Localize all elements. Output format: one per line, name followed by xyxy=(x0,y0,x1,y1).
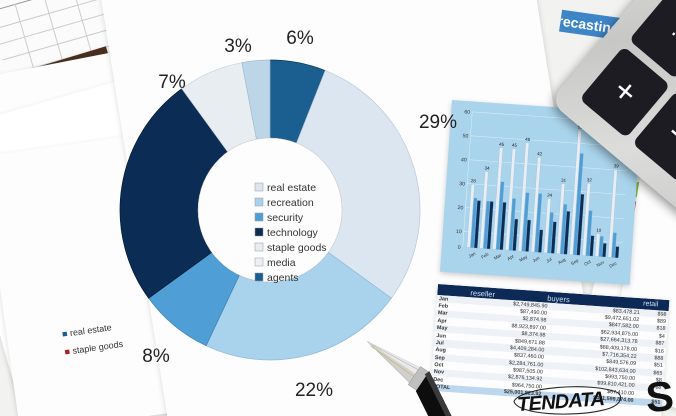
svg-text:media: media xyxy=(267,257,296,269)
svg-text:22%: 22% xyxy=(295,380,333,401)
svg-text:8%: 8% xyxy=(142,346,170,367)
svg-text:29%: 29% xyxy=(419,112,457,133)
svg-text:security: security xyxy=(267,212,304,224)
svg-text:7%: 7% xyxy=(158,72,186,93)
svg-text:staple goods: staple goods xyxy=(267,242,327,254)
svg-text:real estate: real estate xyxy=(267,182,316,194)
svg-text:6%: 6% xyxy=(286,28,314,49)
svg-text:agents: agents xyxy=(267,272,299,284)
svg-text:technology: technology xyxy=(267,227,319,239)
svg-text:3%: 3% xyxy=(224,36,252,57)
svg-text:recreation: recreation xyxy=(267,197,314,209)
